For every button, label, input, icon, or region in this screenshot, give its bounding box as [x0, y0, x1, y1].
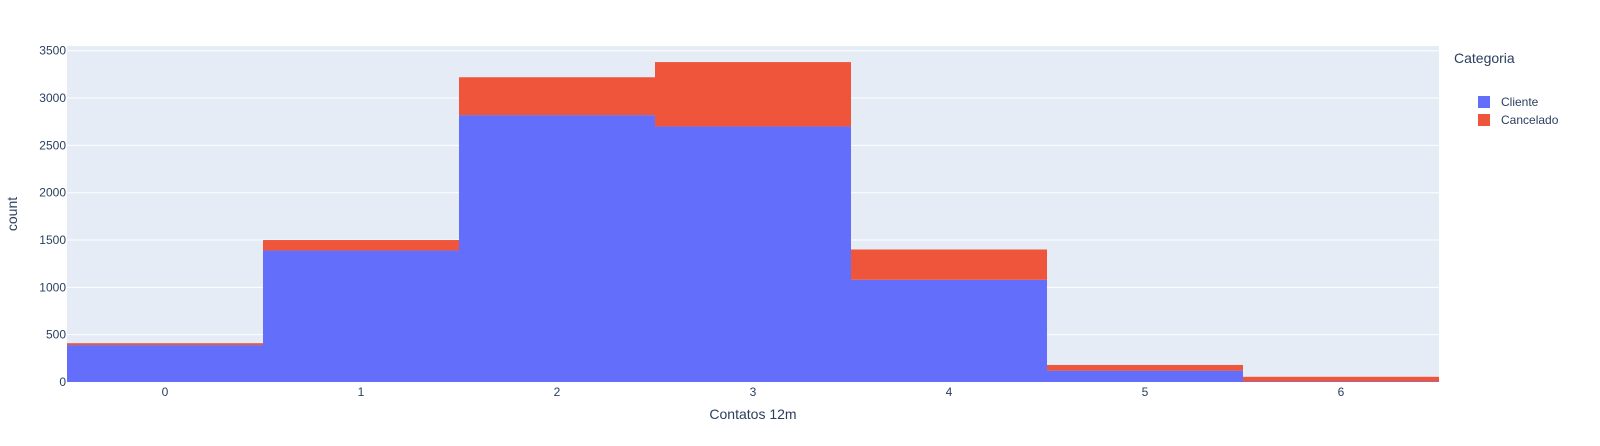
bar-cliente-1[interactable]: [263, 250, 459, 382]
y-tick-label: 500: [46, 328, 66, 342]
y-tick-label: 0: [59, 375, 66, 389]
bar-cancelado-6[interactable]: [1243, 376, 1439, 382]
x-tick-label: 3: [750, 385, 757, 399]
legend-label-cliente: Cliente: [1501, 95, 1539, 109]
x-tick-label: 0: [162, 385, 169, 399]
y-axis-title: count: [4, 197, 20, 231]
bar-cancelado-0[interactable]: [67, 343, 263, 346]
legend-swatch-cliente: [1478, 96, 1490, 108]
bar-cancelado-3[interactable]: [655, 62, 851, 127]
x-tick-label: 1: [358, 385, 365, 399]
bar-cliente-0[interactable]: [67, 345, 263, 382]
y-axis-ticks: 0 500 1000 1500 2000 2500 3000 3500: [39, 44, 66, 389]
x-tick-label: 6: [1338, 385, 1345, 399]
legend-label-cancelado: Cancelado: [1501, 113, 1559, 127]
y-tick-label: 3000: [39, 91, 66, 105]
legend[interactable]: Categoria Cliente Cancelado: [1454, 50, 1559, 127]
bar-cancelado-2[interactable]: [459, 77, 655, 116]
bars: [67, 62, 1439, 382]
x-tick-label: 2: [554, 385, 561, 399]
legend-title: Categoria: [1454, 50, 1515, 66]
x-tick-label: 4: [946, 385, 953, 399]
y-tick-label: 1500: [39, 233, 66, 247]
x-axis-ticks: 0 1 2 3 4 5 6: [162, 385, 1345, 399]
legend-item-cliente[interactable]: Cliente: [1478, 95, 1539, 109]
y-tick-label: 2000: [39, 186, 66, 200]
bar-cliente-2[interactable]: [459, 115, 655, 382]
legend-swatch-cancelado: [1478, 114, 1490, 126]
bar-cancelado-5[interactable]: [1047, 364, 1243, 371]
y-tick-label: 2500: [39, 138, 66, 152]
bar-cancelado-4[interactable]: [851, 249, 1047, 280]
y-tick-label: 1000: [39, 280, 66, 294]
x-tick-label: 5: [1142, 385, 1149, 399]
bar-cliente-5[interactable]: [1047, 370, 1243, 382]
bar-cliente-4[interactable]: [851, 279, 1047, 382]
bar-cliente-3[interactable]: [655, 126, 851, 382]
bar-cancelado-1[interactable]: [263, 240, 459, 251]
y-tick-label: 3500: [39, 44, 66, 58]
x-axis-title: Contatos 12m: [709, 406, 796, 422]
legend-item-cancelado[interactable]: Cancelado: [1478, 113, 1559, 127]
